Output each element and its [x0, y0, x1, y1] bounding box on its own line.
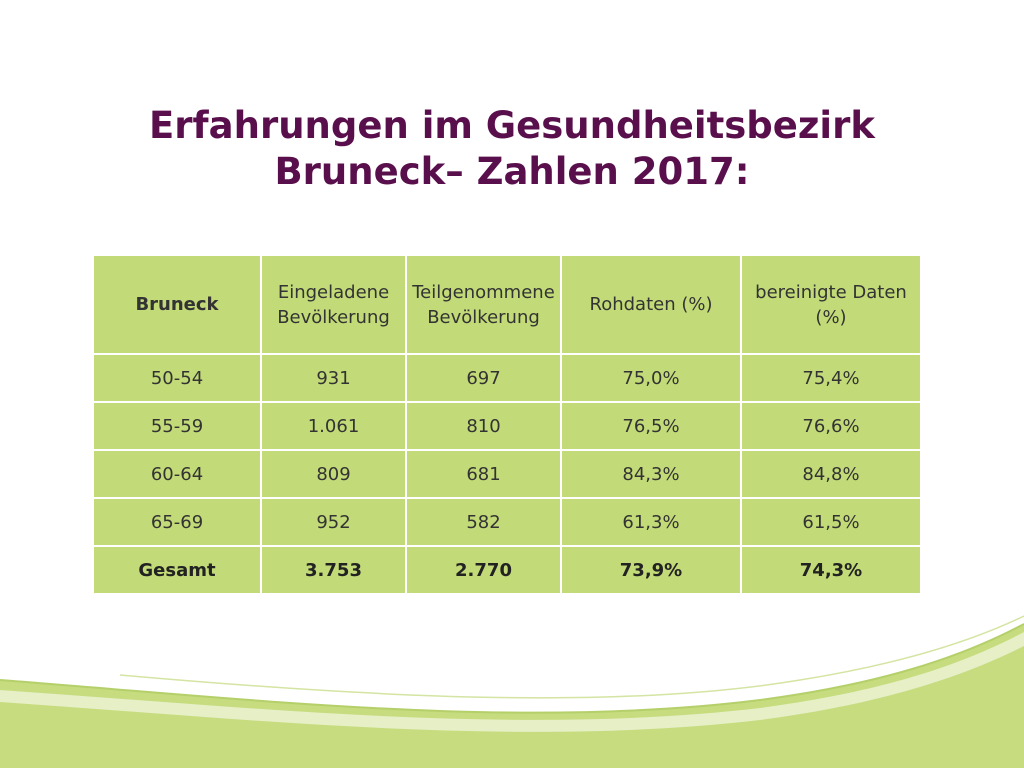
table-cell: 84,3% — [560, 449, 742, 499]
total-cell-adjusted-data: 74,3% — [740, 545, 922, 595]
table-cell: 810 — [405, 401, 562, 451]
table-cell: 75,4% — [740, 353, 922, 403]
total-cell-raw-data: 73,9% — [560, 545, 742, 595]
header-cell-participated: Teilgenommene Bevölkerung — [405, 254, 562, 355]
table-cell: 697 — [405, 353, 562, 403]
table-total-row: Gesamt 3.753 2.770 73,9% 74,3% — [92, 545, 922, 595]
table-header-row: Bruneck Eingeladene Bevölkerung Teilgeno… — [92, 254, 922, 355]
total-cell-invited: 3.753 — [260, 545, 407, 595]
table-cell: 65-69 — [92, 497, 262, 547]
statistics-table-container: Bruneck Eingeladene Bevölkerung Teilgeno… — [92, 254, 922, 595]
table-cell: 76,6% — [740, 401, 922, 451]
table-cell: 75,0% — [560, 353, 742, 403]
table-cell: 582 — [405, 497, 562, 547]
table-cell: 84,8% — [740, 449, 922, 499]
green-swoosh-decoration — [0, 615, 1024, 768]
table-row: 50-54 931 697 75,0% 75,4% — [92, 353, 922, 403]
table-cell: 681 — [405, 449, 562, 499]
table-row: 55-59 1.061 810 76,5% 76,6% — [92, 401, 922, 451]
slide-title-line-2: Bruneck– Zahlen 2017: — [274, 149, 750, 193]
table-row: 65-69 952 582 61,3% 61,5% — [92, 497, 922, 547]
table-cell: 1.061 — [260, 401, 407, 451]
header-cell-adjusted-data: bereinigte Daten (%) — [740, 254, 922, 355]
table-cell: 61,3% — [560, 497, 742, 547]
table-cell: 952 — [260, 497, 407, 547]
header-cell-raw-data: Rohdaten (%) — [560, 254, 742, 355]
table-row: 60-64 809 681 84,3% 84,8% — [92, 449, 922, 499]
total-cell-label: Gesamt — [92, 545, 262, 595]
table-cell: 50-54 — [92, 353, 262, 403]
slide-title: Erfahrungen im Gesundheitsbezirk Bruneck… — [40, 103, 984, 195]
table-cell: 76,5% — [560, 401, 742, 451]
swoosh-line-inner — [119, 615, 1024, 699]
table-cell: 60-64 — [92, 449, 262, 499]
table-cell: 61,5% — [740, 497, 922, 547]
slide-title-line-1: Erfahrungen im Gesundheitsbezirk — [149, 103, 875, 147]
table-cell: 55-59 — [92, 401, 262, 451]
swoosh-fill — [0, 624, 1024, 768]
statistics-table: Bruneck Eingeladene Bevölkerung Teilgeno… — [92, 254, 922, 595]
total-cell-participated: 2.770 — [405, 545, 562, 595]
header-cell-district: Bruneck — [92, 254, 262, 355]
table-cell: 809 — [260, 449, 407, 499]
header-cell-invited: Eingeladene Bevölkerung — [260, 254, 407, 355]
swoosh-line-outer — [0, 623, 1024, 714]
table-cell: 931 — [260, 353, 407, 403]
